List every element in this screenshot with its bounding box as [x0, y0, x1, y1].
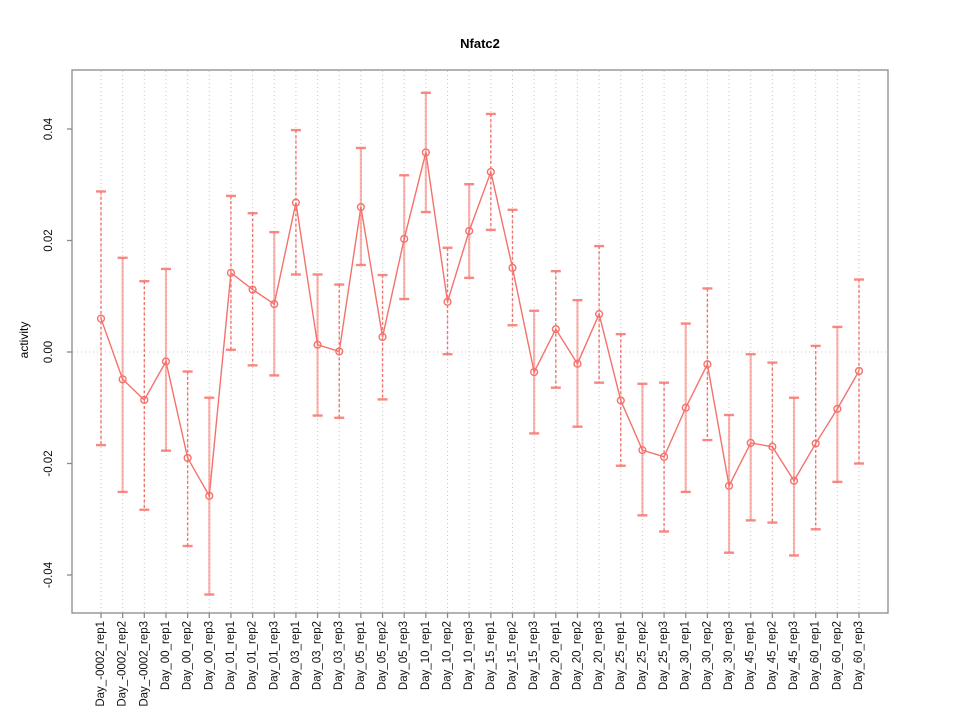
x-tick-label: Day_20_rep3: [593, 621, 605, 690]
x-tick-label: Day_15_rep3: [528, 621, 540, 690]
x-tick-label: Day_-0002_rep3: [138, 621, 150, 707]
x-tick-label: Day_00_rep2: [182, 621, 194, 690]
x-tick-label: Day_01_rep3: [268, 621, 280, 690]
x-tick-label: Day_-0002_rep1: [95, 621, 107, 707]
x-tick-label: Day_45_rep1: [745, 621, 757, 690]
data-points: [96, 148, 864, 500]
data-point: [356, 202, 365, 212]
data-point: [270, 299, 279, 309]
data-point: [96, 314, 106, 323]
x-tick-label: Day_60_rep3: [853, 621, 865, 690]
y-tick-label: 0.02: [43, 229, 55, 251]
error-bars: [96, 91, 864, 596]
data-point: [118, 375, 127, 384]
series-line: [100, 152, 860, 499]
data-point: [400, 234, 409, 243]
chart-title: Nfatc2: [460, 36, 500, 51]
x-tick-label: Day_10_rep3: [463, 621, 475, 690]
data-point: [681, 403, 690, 412]
y-tick-label: -0.02: [43, 450, 55, 476]
x-tick-label: Day_01_rep1: [225, 621, 237, 690]
data-point: [465, 226, 474, 236]
data-point: [595, 309, 604, 319]
gridlines: [73, 71, 887, 612]
axes: Day_-0002_rep1 Day_-0002_rep2 Day_-0002_re…: [43, 69, 889, 707]
x-tick-label: Day_00_rep1: [160, 621, 172, 690]
data-point: [659, 452, 669, 461]
data-line: [100, 152, 860, 499]
data-point: [313, 340, 322, 349]
data-point: [746, 438, 755, 447]
x-tick-label: Day_10_rep2: [442, 621, 454, 690]
x-tick-label: Day_60_rep1: [810, 621, 822, 690]
x-tick-label: Day_60_rep2: [831, 621, 843, 690]
x-tick-label: Day_25_rep3: [658, 621, 670, 690]
data-point: [789, 476, 799, 485]
data-point: [551, 325, 560, 334]
data-point: [616, 396, 625, 405]
data-point: [811, 439, 820, 448]
data-point: [724, 481, 734, 490]
data-point: [443, 297, 452, 306]
x-tick-label: Day_25_rep2: [636, 621, 648, 690]
y-tick-label: -0.04: [43, 561, 55, 588]
x-tick-label: Day_-0002_rep2: [117, 621, 129, 707]
data-point: [248, 285, 257, 294]
y-tick-label: 0.04: [43, 117, 55, 140]
x-tick-label: Day_30_rep2: [701, 621, 713, 690]
x-tick-label: Day_03_rep3: [333, 621, 345, 690]
x-tick-label: Day_05_rep2: [377, 621, 389, 690]
y-tick-label: 0.00: [43, 341, 55, 363]
x-tick-label: Day_20_rep2: [571, 621, 583, 690]
x-tick-label: Day_03_rep1: [290, 621, 302, 690]
data-point: [205, 491, 214, 500]
data-point: [378, 332, 387, 342]
data-point: [508, 263, 517, 272]
data-point: [833, 404, 842, 413]
x-tick-label: Day_10_rep1: [420, 621, 432, 690]
data-point: [421, 148, 430, 157]
x-tick-label: Day_20_rep1: [550, 621, 562, 690]
x-tick-label: Day_01_rep2: [247, 621, 259, 690]
x-tick-label: Day_30_rep1: [680, 621, 692, 690]
x-tick-label: Day_45_rep3: [788, 621, 800, 690]
data-point: [854, 366, 864, 376]
data-point: [573, 359, 582, 368]
data-point: [183, 453, 192, 463]
x-tick-label: Day_25_rep1: [615, 621, 627, 690]
x-tick-label: Day_30_rep3: [723, 621, 735, 690]
data-point: [161, 357, 171, 366]
x-tick-label: Day_15_rep1: [485, 621, 497, 690]
x-tick-label: Day_00_rep3: [203, 621, 215, 690]
data-point: [768, 442, 777, 451]
x-tick-label: Day_05_rep3: [398, 621, 410, 690]
data-point: [140, 395, 149, 405]
x-tick-label: Day_03_rep2: [312, 621, 324, 690]
data-point: [638, 446, 647, 455]
data-point: [530, 367, 539, 377]
data-point: [486, 167, 495, 177]
x-tick-label: Day_45_rep2: [766, 621, 778, 690]
data-point: [703, 360, 712, 369]
x-tick-label: Day_05_rep1: [355, 621, 367, 690]
data-point: [291, 198, 301, 207]
x-tick-label: Day_15_rep2: [506, 621, 518, 690]
plot-frame: [71, 69, 889, 614]
data-point: [226, 268, 236, 277]
data-point: [335, 347, 344, 356]
